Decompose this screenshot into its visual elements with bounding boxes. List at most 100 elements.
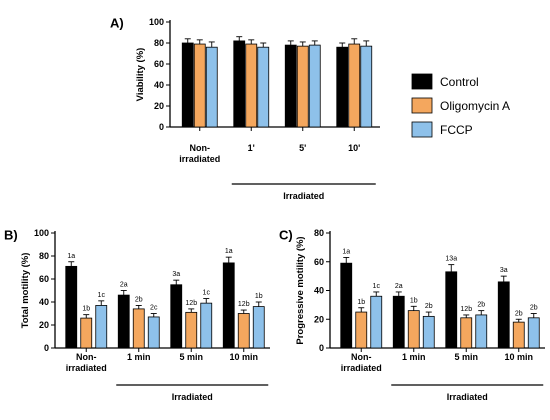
significance-label: 2a	[395, 283, 403, 290]
bar-fccp	[252, 306, 265, 349]
y-tick-label: 0	[159, 122, 164, 132]
significance-label: 1a	[342, 248, 350, 255]
bar-control	[170, 284, 183, 349]
significance-label: 1c	[203, 290, 211, 297]
bar-fccp	[360, 45, 373, 128]
panel-label: B)	[4, 228, 18, 243]
y-tick-label: 60	[39, 274, 49, 284]
legend-label-control: Control	[440, 75, 479, 89]
significance-label: 12b	[185, 300, 197, 307]
bar-fccp	[257, 46, 270, 128]
bar-fccp	[205, 46, 218, 128]
bar-control	[497, 281, 510, 349]
significance-label: 1c	[373, 283, 381, 290]
bar-oligomycin-a	[348, 43, 361, 128]
panel-a-viability-chart: A) 0 20 40 60 80 100 Viability (%) Non-irradiate…	[110, 16, 380, 201]
bar-control	[222, 262, 235, 349]
bar-fccp	[475, 314, 488, 349]
significance-label: 12b	[238, 301, 250, 308]
bar-control	[445, 271, 458, 349]
x-tick-label: Non-	[76, 352, 97, 362]
significance-label: 1a	[225, 248, 233, 255]
y-tick-label: 100	[34, 228, 49, 238]
legend-item-control: Control	[411, 73, 479, 90]
x-tick-label: 1'	[248, 143, 255, 153]
y-tick-label: 60	[154, 59, 164, 69]
y-tick-label: 60	[314, 257, 324, 267]
bar-oligomycin-a	[355, 311, 368, 349]
x-tick-label: Non-	[190, 143, 211, 153]
bar-fccp	[527, 317, 540, 349]
y-tick-label: 80	[314, 228, 324, 238]
x-tick-label: 10'	[348, 143, 360, 153]
bar-fccp	[422, 315, 435, 349]
bar-oligomycin-a	[407, 310, 420, 349]
group-label: Irradiated	[172, 392, 213, 402]
significance-label: 2b	[530, 305, 538, 312]
legend-swatch-control	[411, 73, 433, 90]
bar-oligomycin-a	[193, 43, 206, 128]
bar-control	[117, 294, 130, 349]
bar-control	[284, 44, 297, 128]
bar-control	[65, 265, 78, 349]
legend-swatch-fccp	[411, 121, 433, 138]
x-tick-label: irradiated	[341, 363, 382, 373]
y-tick-label: 80	[39, 251, 49, 261]
significance-label: 1b	[357, 299, 365, 306]
legend-swatch-oligomycin	[411, 97, 433, 114]
bar-oligomycin-a	[132, 308, 145, 349]
bar-fccp	[200, 302, 213, 349]
bar-control	[336, 46, 349, 128]
y-tick-label: 40	[314, 286, 324, 296]
significance-label: 1a	[67, 253, 75, 260]
y-tick-label: 0	[44, 343, 49, 353]
significance-label: 2b	[515, 310, 523, 317]
x-tick-label: irradiated	[66, 363, 107, 373]
bar-oligomycin-a	[185, 311, 198, 349]
y-axis-title: Progressive motility (%)	[295, 236, 306, 344]
legend-item-oligomycin: Oligomycin A	[411, 97, 510, 114]
y-tick-label: 0	[319, 343, 324, 353]
legend: Control Oligomycin A FCCP	[411, 73, 510, 138]
bar-control	[181, 42, 194, 128]
y-axis-title: Viability (%)	[135, 48, 146, 102]
panel-c-progressive-motility-chart: C) 0 20 40 60 80 Progressive motility (%) Non-i…	[279, 228, 545, 402]
significance-label: 1b	[410, 297, 418, 304]
x-tick-label: 5'	[299, 143, 306, 153]
significance-label: 3a	[500, 267, 508, 274]
y-tick-label: 20	[154, 101, 164, 111]
x-tick-label: 5 min	[179, 352, 203, 362]
group-label: Irradiated	[447, 392, 488, 402]
bar-control	[340, 262, 353, 349]
panel-b-total-motility-chart: B) 0 20 40 60 80 100 Total motility (%) Non-irra…	[4, 228, 270, 402]
x-tick-label: 10 min	[229, 352, 258, 362]
significance-label: 2b	[135, 296, 143, 303]
significance-label: 2c	[150, 305, 158, 312]
significance-label: 12b	[460, 306, 472, 313]
legend-item-fccp: FCCP	[411, 121, 473, 138]
significance-label: 3a	[172, 271, 180, 278]
x-tick-label: 1 min	[402, 352, 426, 362]
bar-oligomycin-a	[512, 321, 525, 349]
bar-control	[233, 40, 246, 128]
legend-label-fccp: FCCP	[440, 123, 473, 137]
x-tick-label: 10 min	[504, 352, 533, 362]
y-tick-label: 20	[39, 320, 49, 330]
x-tick-label: irradiated	[179, 154, 220, 164]
significance-label: 2b	[477, 302, 485, 309]
y-tick-label: 100	[149, 17, 164, 27]
significance-label: 1c	[98, 292, 106, 299]
y-tick-label: 40	[39, 297, 49, 307]
y-tick-label: 20	[314, 314, 324, 324]
x-tick-label: 1 min	[127, 352, 151, 362]
group-label: Irradiated	[283, 191, 324, 201]
bar-oligomycin-a	[460, 317, 473, 349]
significance-label: 1b	[82, 306, 90, 313]
significance-label: 2a	[120, 282, 128, 289]
bar-oligomycin-a	[237, 313, 250, 349]
panel-label: C)	[279, 228, 293, 243]
bar-fccp	[147, 316, 160, 349]
bar-control	[392, 295, 405, 349]
significance-label: 13a	[445, 256, 457, 263]
significance-label: 2b	[425, 303, 433, 310]
